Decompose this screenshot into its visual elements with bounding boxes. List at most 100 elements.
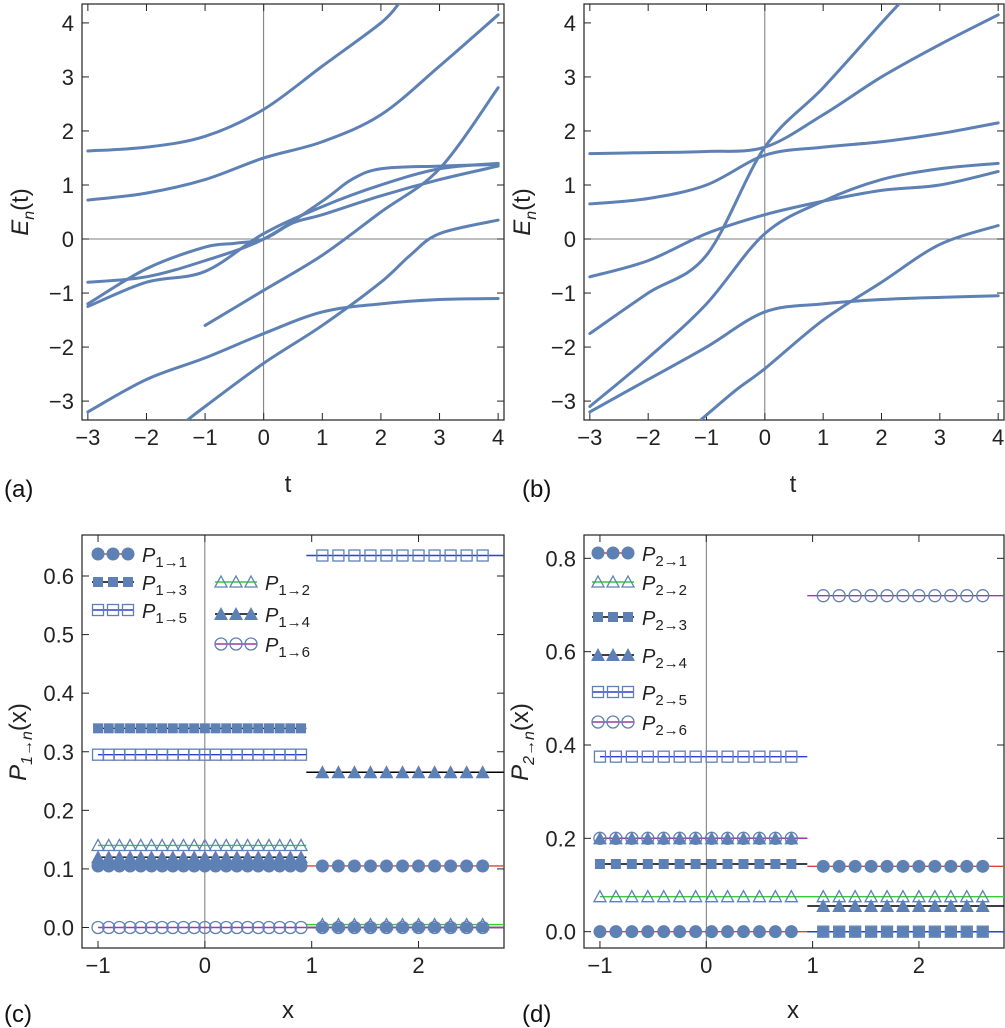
data-point bbox=[315, 920, 330, 935]
y-axis-label: P1→n(x) bbox=[5, 703, 36, 781]
plot-frame bbox=[583, 534, 1005, 949]
data-point bbox=[331, 920, 346, 935]
y-axis-label-tail: (t) bbox=[509, 188, 536, 211]
data-point bbox=[317, 922, 328, 933]
legend-marker bbox=[606, 685, 620, 699]
legend-item: P2→6 bbox=[591, 713, 687, 739]
data-point bbox=[818, 926, 829, 937]
panel-label: (b) bbox=[522, 476, 551, 503]
data-point bbox=[704, 831, 719, 845]
y-tick-label: 0.2 bbox=[43, 798, 74, 823]
data-point bbox=[912, 925, 926, 938]
series-line-e8 bbox=[203, 86, 500, 327]
data-point bbox=[641, 750, 654, 763]
data-point bbox=[123, 920, 137, 935]
data-point bbox=[656, 889, 671, 903]
panel-label: (c) bbox=[4, 1001, 32, 1028]
legend-label-sub: 2→4 bbox=[655, 655, 687, 672]
series-line-e3 bbox=[86, 162, 500, 284]
data-point bbox=[101, 850, 116, 864]
x-tick-label: 0 bbox=[700, 953, 712, 978]
data-point bbox=[125, 723, 136, 734]
x-tick-label: −1 bbox=[85, 953, 110, 978]
y-axis-label-tail: (x) bbox=[5, 703, 32, 731]
data-point bbox=[102, 920, 116, 935]
data-point bbox=[381, 922, 392, 933]
legend-label-sub: 2→3 bbox=[655, 617, 687, 634]
legend-label: P2→5 bbox=[642, 683, 687, 709]
data-point bbox=[610, 859, 621, 869]
data-point bbox=[928, 859, 942, 873]
data-point bbox=[240, 920, 255, 935]
data-point bbox=[428, 549, 441, 562]
x-tick-label: 0 bbox=[759, 425, 771, 450]
data-point bbox=[135, 723, 146, 734]
legend-item: P1→1 bbox=[91, 545, 187, 571]
data-point bbox=[231, 723, 242, 734]
data-point bbox=[784, 831, 798, 845]
data-point bbox=[459, 920, 474, 935]
y-axis-label-main: E bbox=[509, 219, 536, 236]
data-point bbox=[754, 859, 765, 869]
data-point bbox=[721, 925, 735, 939]
legend-label: P1→5 bbox=[142, 601, 187, 627]
data-point bbox=[913, 926, 924, 937]
legend-label: P1→1 bbox=[142, 545, 187, 571]
data-point bbox=[896, 925, 910, 938]
y-axis-label: En(t) bbox=[509, 188, 540, 236]
data-point bbox=[656, 831, 671, 845]
legend-item: P1→6 bbox=[214, 635, 310, 661]
data-point bbox=[880, 589, 894, 603]
data-point bbox=[672, 889, 687, 903]
legend-marker bbox=[593, 612, 603, 622]
legend-marker bbox=[623, 612, 633, 622]
legend-marker bbox=[228, 574, 244, 588]
legend-marker bbox=[608, 612, 618, 622]
legend-label-main: P bbox=[642, 573, 656, 595]
data-point bbox=[475, 920, 490, 935]
legend-label-sub: 2→6 bbox=[655, 722, 687, 739]
data-point bbox=[976, 589, 990, 603]
y-tick-label: 1 bbox=[62, 173, 74, 198]
x-tick-label: 3 bbox=[433, 425, 445, 450]
data-point bbox=[929, 926, 940, 937]
data-point bbox=[253, 723, 264, 734]
data-point bbox=[626, 859, 637, 869]
y-axis-label: P2→n(x) bbox=[507, 703, 538, 781]
data-point bbox=[752, 889, 767, 903]
data-point bbox=[347, 859, 361, 873]
tick-marks bbox=[82, 535, 504, 948]
legend-label: P1→4 bbox=[265, 605, 310, 631]
data-point bbox=[349, 922, 360, 933]
data-point bbox=[429, 922, 440, 933]
data-point bbox=[609, 750, 623, 763]
y-tick-label: 0.2 bbox=[545, 826, 576, 851]
legend-label-main: P bbox=[642, 646, 656, 668]
data-point bbox=[397, 922, 408, 933]
data-point bbox=[816, 859, 830, 873]
data-point bbox=[155, 850, 170, 864]
data-point bbox=[240, 850, 255, 864]
legend-label: P2→1 bbox=[642, 544, 687, 570]
data-point bbox=[272, 850, 287, 864]
legend-label: P2→2 bbox=[642, 573, 687, 599]
plot-frame bbox=[81, 3, 505, 421]
data-point bbox=[768, 889, 783, 903]
tick-marks bbox=[584, 535, 1004, 948]
legend-item: P1→4 bbox=[214, 605, 310, 631]
data-point bbox=[625, 925, 639, 939]
data-point bbox=[444, 549, 457, 562]
panel-d-chart: −1 0 1 20.00.20.40.60.8xP2→n(x)(d)P2→1P2→2P… bbox=[507, 534, 1005, 1028]
data-point bbox=[210, 723, 221, 734]
data-point bbox=[737, 750, 750, 763]
legend-label: P2→3 bbox=[642, 608, 687, 634]
data-point bbox=[187, 920, 201, 935]
series-line-e4 bbox=[186, 218, 500, 420]
legend-marker bbox=[590, 574, 606, 588]
x-tick-label: −2 bbox=[636, 425, 661, 450]
y-axis-label-main: E bbox=[7, 219, 34, 236]
y-tick-label: 0.8 bbox=[545, 546, 576, 571]
x-tick-label: −1 bbox=[694, 425, 719, 450]
x-tick-label: 1 bbox=[306, 953, 318, 978]
data-point bbox=[768, 831, 783, 845]
